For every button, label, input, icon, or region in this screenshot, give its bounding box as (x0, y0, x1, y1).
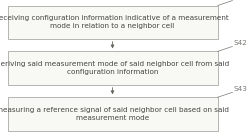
FancyBboxPatch shape (8, 51, 218, 85)
Text: measuring a reference signal of said neighbor cell based on said
measurement mod: measuring a reference signal of said nei… (0, 107, 229, 121)
Text: receiving configuration information indicative of a measurement
mode in relation: receiving configuration information indi… (0, 15, 229, 29)
Text: S43: S43 (234, 86, 247, 92)
Text: deriving said measurement mode of said neighbor cell from said
configuration inf: deriving said measurement mode of said n… (0, 61, 229, 75)
FancyBboxPatch shape (8, 6, 218, 39)
FancyBboxPatch shape (8, 97, 218, 131)
Text: S42: S42 (234, 40, 247, 46)
